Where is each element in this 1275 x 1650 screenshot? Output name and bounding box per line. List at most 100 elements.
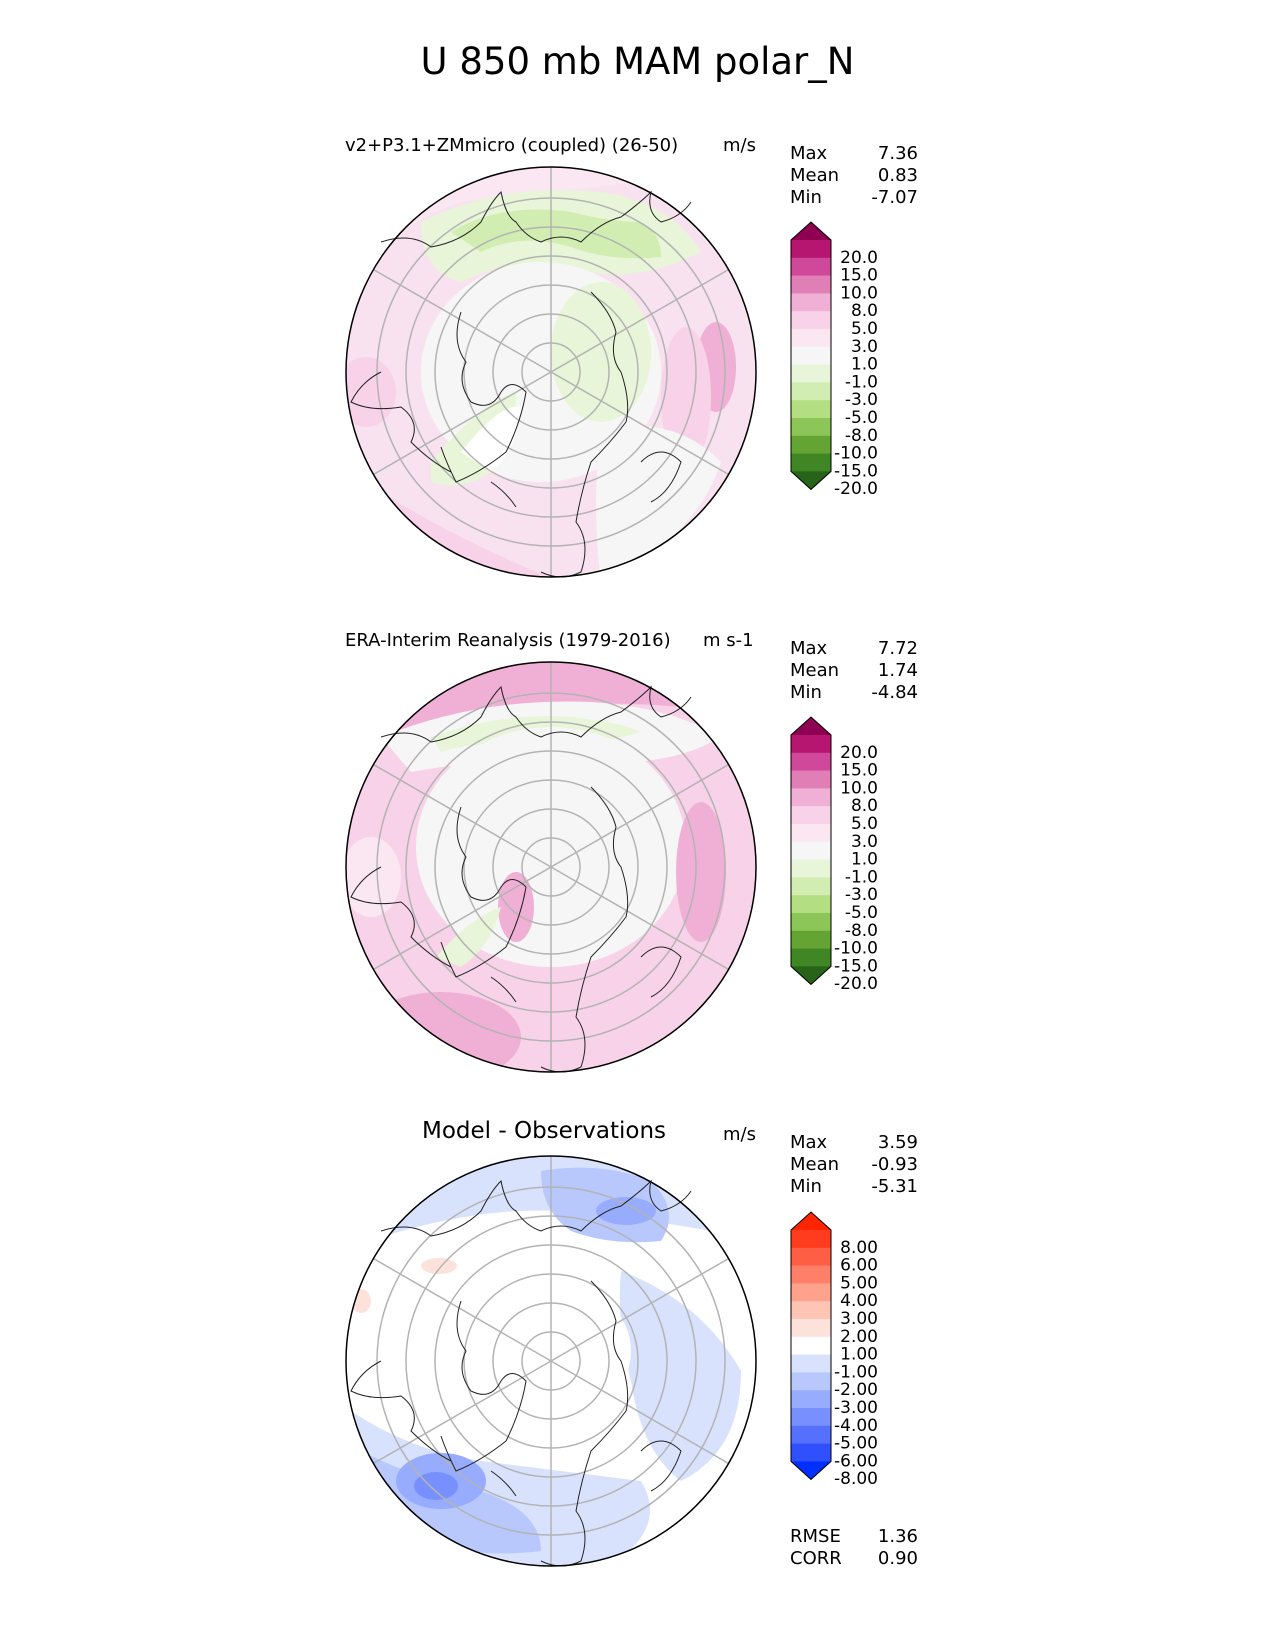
- panel-2-units: m s-1: [703, 630, 754, 651]
- colorbar-tick-label: 15.0: [840, 266, 878, 286]
- colorbar-swatch: [791, 1301, 831, 1320]
- stat-value: -7.07: [871, 187, 918, 208]
- stat-value: 3.59: [877, 1132, 918, 1153]
- stat-label: Min: [790, 187, 822, 208]
- colorbar-extend-min: [791, 966, 831, 985]
- colorbar-tick-label: -5.0: [845, 408, 878, 428]
- colorbar-tick-label: -3.0: [845, 390, 878, 410]
- colorbar-swatch: [791, 329, 831, 348]
- map-boundary: [345, 661, 757, 1073]
- colorbar-swatch: [791, 770, 831, 789]
- colorbar-extend-max: [791, 717, 831, 735]
- colorbar-extend-max: [791, 222, 831, 240]
- colorbar-tick-label: -3.0: [845, 885, 878, 905]
- colorbar-swatch: [791, 346, 831, 366]
- colorbar-swatch: [791, 948, 831, 967]
- colorbar-tick-label: 20.0: [840, 248, 878, 268]
- stat-label: RMSE: [790, 1526, 841, 1547]
- colorbar-tick-label: 10.0: [840, 283, 878, 303]
- stat-mean: Mean 1.74: [790, 660, 918, 682]
- graticule: [368, 662, 734, 1072]
- stat-label: Min: [790, 1176, 822, 1197]
- colorbar-swatch: [791, 293, 831, 312]
- colorbar-swatch: [791, 1336, 831, 1356]
- coastlines: [350, 1179, 692, 1567]
- colorbar-extend-min: [791, 1461, 831, 1480]
- colorbar-swatch: [791, 275, 831, 294]
- stat-label: Max: [790, 1132, 828, 1153]
- stat-label: CORR: [790, 1548, 842, 1569]
- colorbar-extend-max: [791, 1212, 831, 1230]
- stat-min: Min -7.07: [790, 187, 918, 209]
- colorbar-swatch: [791, 453, 831, 472]
- field-blob: [414, 1472, 458, 1500]
- colorbar-tick-label: 3.00: [840, 1309, 878, 1329]
- colorbar-tick-label: 8.00: [840, 1238, 878, 1258]
- colorbar-tick-label: 10.0: [840, 778, 878, 798]
- colorbar-tick-label: 1.0: [851, 355, 878, 375]
- panel-3-error-stats: RMSE 1.36 CORR 0.90: [790, 1526, 918, 1570]
- panel-2-colorbar: 20.015.010.08.05.03.01.0-1.0-3.0-5.0-8.0…: [790, 716, 878, 994]
- colorbar-swatch: [791, 930, 831, 950]
- stat-label: Max: [790, 143, 828, 164]
- stat-max: Max 7.72: [790, 638, 918, 660]
- colorbar-tick-label: -8.0: [845, 426, 878, 446]
- colorbar-swatch: [791, 1283, 831, 1302]
- stat-max: Max 7.36: [790, 143, 918, 165]
- colorbar-swatch: [791, 382, 831, 401]
- colorbar-tick-label: 6.00: [840, 1256, 878, 1276]
- colorbar-outline: [790, 221, 832, 491]
- colorbar-tick-label: 8.0: [851, 796, 878, 816]
- colorbar-tick-label: -5.0: [845, 903, 878, 923]
- colorbar-ticks: 8.006.005.004.003.002.001.00-1.00-2.00-3…: [834, 1238, 878, 1489]
- colorbar-swatch: [791, 1230, 831, 1249]
- colorbar-tick-label: 4.00: [840, 1291, 878, 1311]
- colorbar-swatch: [791, 788, 831, 807]
- colorbar-outline: [790, 1211, 832, 1481]
- colorbar-ticks: 20.015.010.08.05.03.01.0-1.0-3.0-5.0-8.0…: [834, 743, 878, 994]
- colorbar-tick-label: -1.00: [834, 1362, 878, 1382]
- field-blob: [346, 357, 396, 427]
- colorbar-swatches: [790, 221, 832, 491]
- colorbar-tick-label: -8.00: [834, 1469, 878, 1489]
- panel-2-stats: Max 7.72 Mean 1.74 Min -4.84: [790, 638, 918, 704]
- colorbar-tick-label: 1.00: [840, 1345, 878, 1365]
- graticule: [368, 167, 734, 577]
- colorbar-swatch: [791, 418, 831, 437]
- stat-value: 1.74: [877, 660, 918, 681]
- colorbar-swatch: [791, 752, 831, 772]
- stat-label: Mean: [790, 1154, 840, 1175]
- stat-min: Min -5.31: [790, 1176, 918, 1198]
- colorbar-tick-label: 5.0: [851, 814, 878, 834]
- panel-1-title: v2+P3.1+ZMmicro (coupled) (26-50): [345, 135, 679, 156]
- stat-value: 7.36: [877, 143, 918, 164]
- colorbar-tick-label: -5.00: [834, 1434, 878, 1454]
- field-blob: [498, 872, 534, 942]
- panel-3-colorbar: 8.006.005.004.003.002.001.00-1.00-2.00-3…: [790, 1211, 878, 1489]
- colorbar-tick-label: -1.0: [845, 867, 878, 887]
- field-blob: [461, 406, 521, 472]
- panel-3-map: [345, 1155, 757, 1567]
- stat-max: Max 3.59: [790, 1132, 918, 1154]
- stat-value: 0.83: [877, 165, 918, 186]
- field-blob: [361, 992, 521, 1072]
- stat-value: 1.36: [877, 1526, 918, 1547]
- colorbar-tick-label: 3.0: [851, 337, 878, 357]
- colorbar-swatch: [791, 1247, 831, 1267]
- colorbar-tick-label: -8.0: [845, 921, 878, 941]
- colorbar-swatch: [791, 240, 831, 259]
- colorbar-swatch: [791, 1443, 831, 1462]
- stat-value: 7.72: [877, 638, 918, 659]
- stat-value: 0.90: [877, 1548, 918, 1569]
- stat-label: Min: [790, 682, 822, 703]
- panel-1-units: m/s: [723, 135, 756, 156]
- colorbar-swatch: [791, 1390, 831, 1409]
- colorbar-swatch: [791, 913, 831, 932]
- field-blob: [351, 1289, 371, 1313]
- field-blob: [596, 1197, 656, 1225]
- colorbar-swatch: [791, 1265, 831, 1284]
- colorbar-swatch: [791, 257, 831, 277]
- coastlines: [350, 685, 692, 1073]
- colorbar-swatch: [791, 877, 831, 896]
- colorbar-tick-label: -6.00: [834, 1451, 878, 1471]
